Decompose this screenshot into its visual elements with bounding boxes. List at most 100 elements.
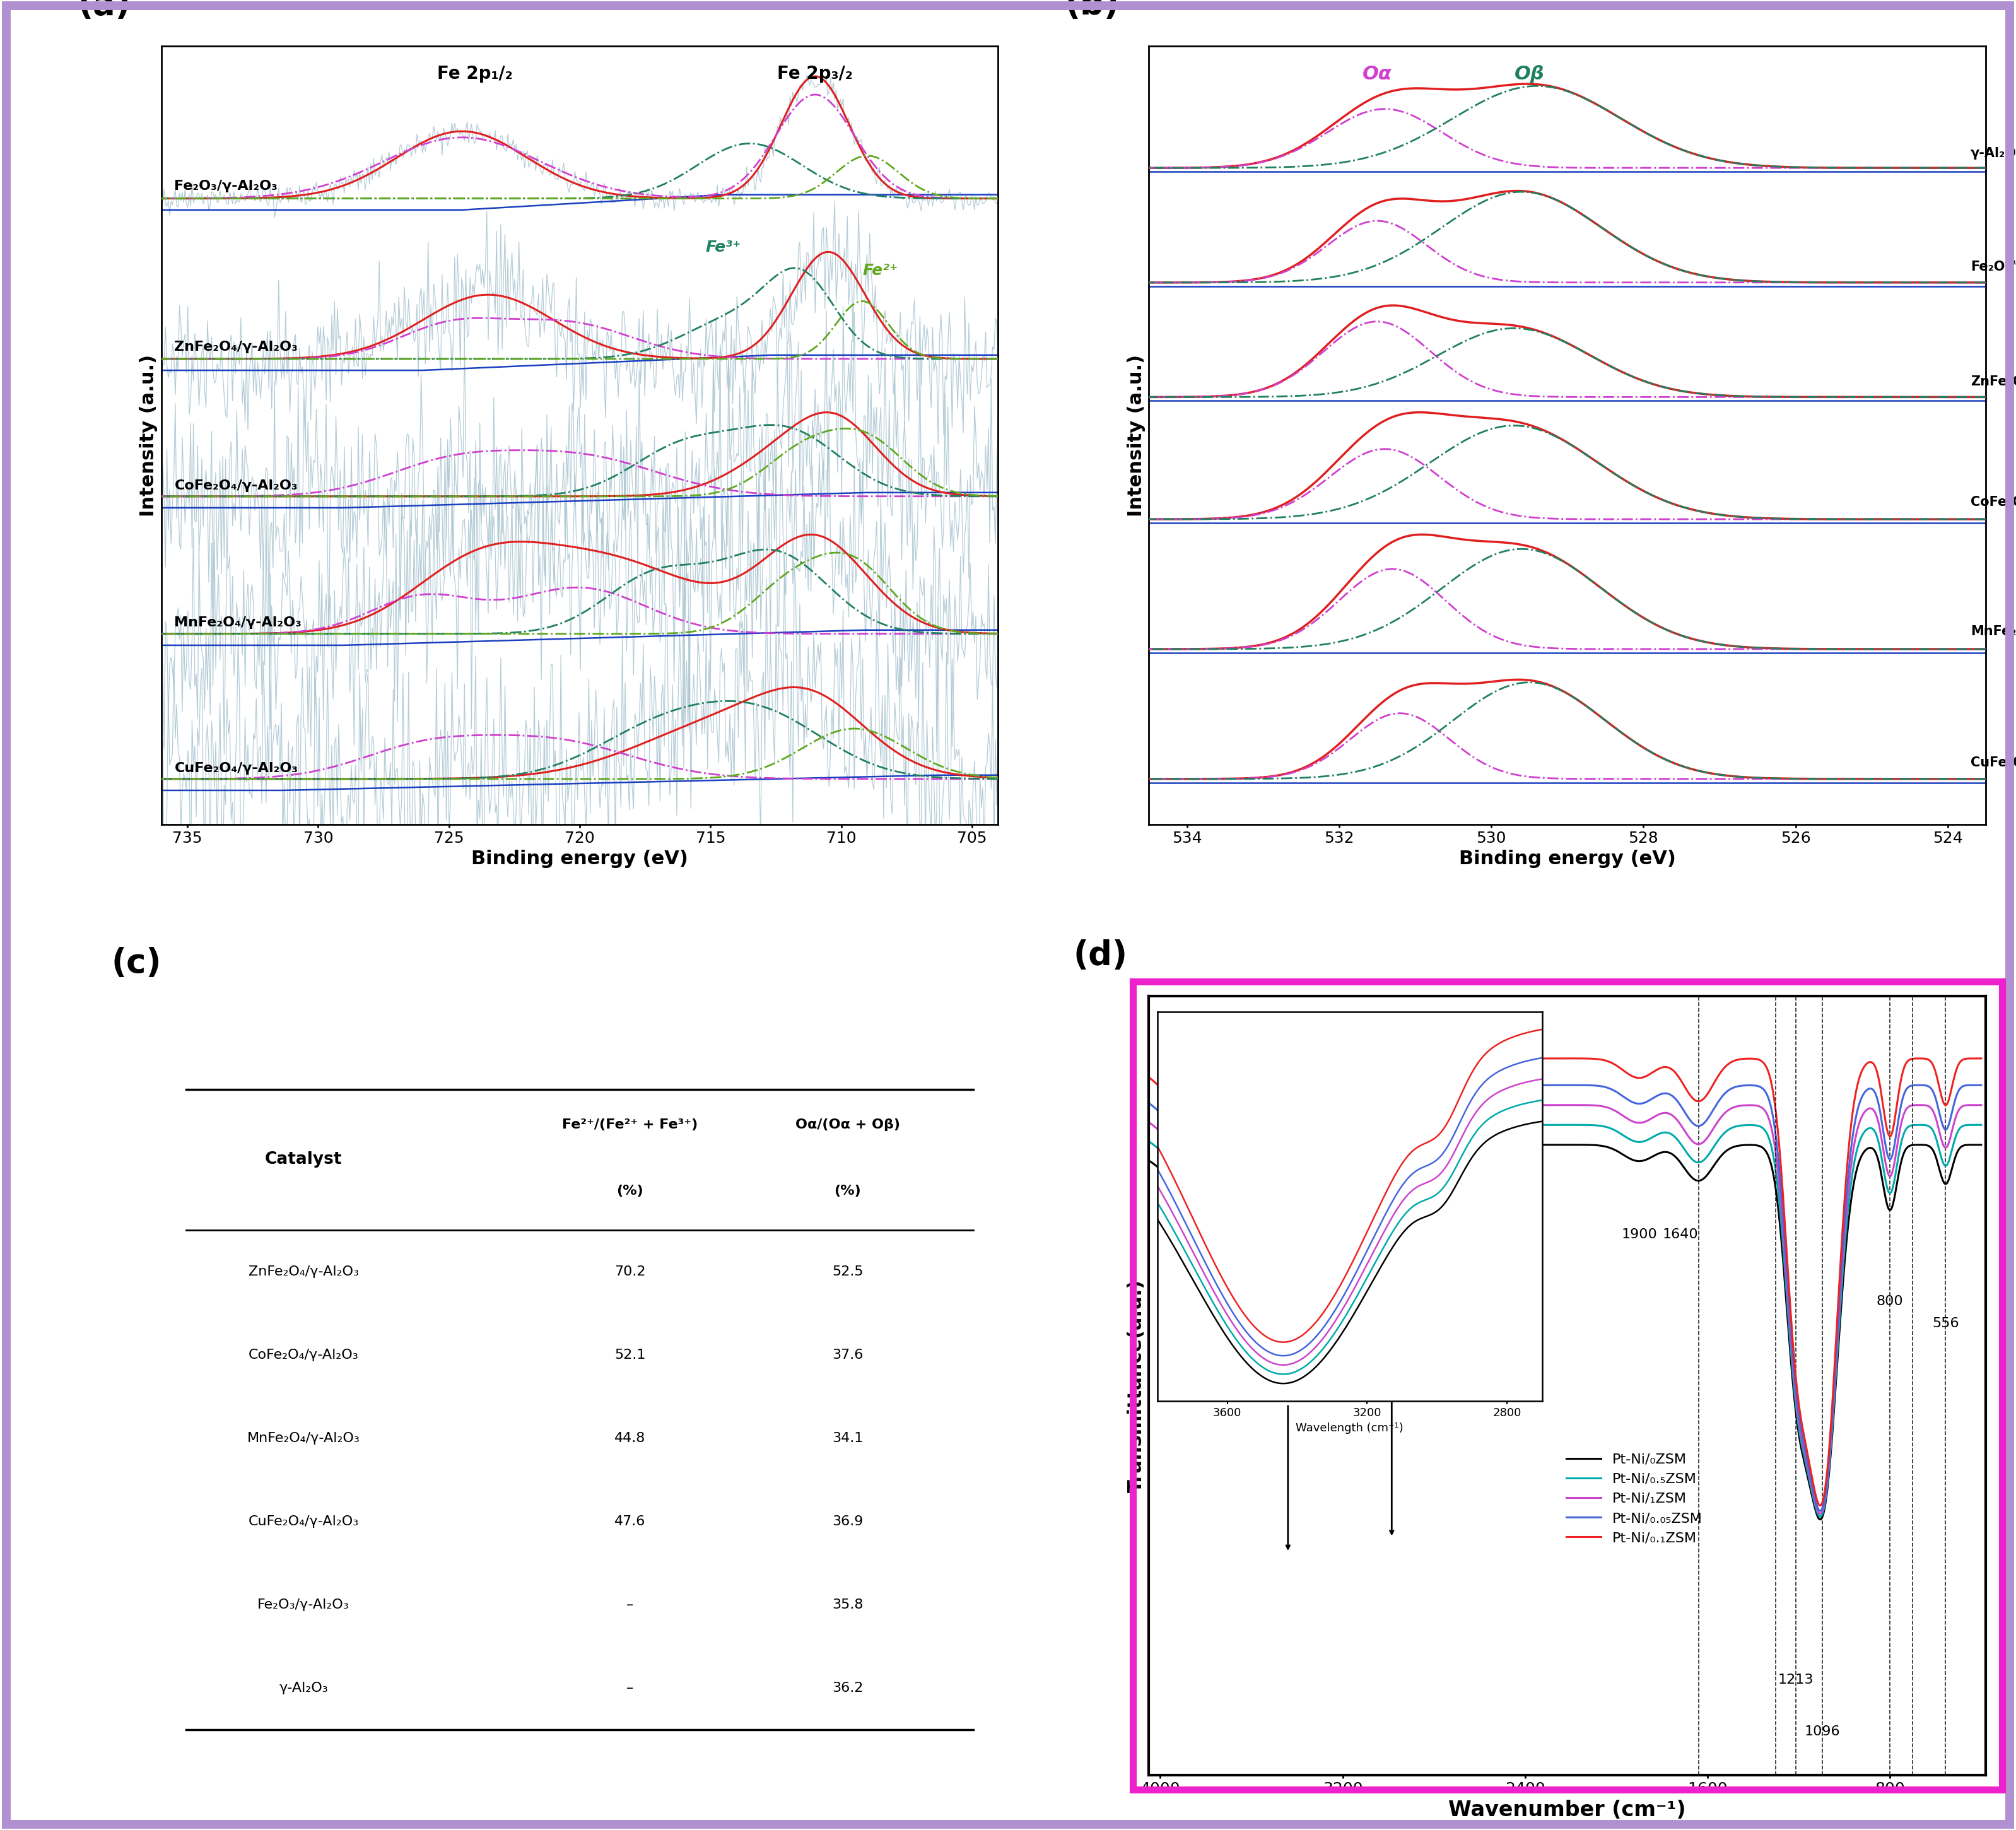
Pt-Ni/₀ZSM [1583,1135,1607,1157]
Y-axis label: Intensity (a.u.): Intensity (a.u.) [1127,355,1145,516]
Text: 70.2: 70.2 [615,1265,645,1277]
Text: 800: 800 [1877,1296,1903,1308]
Text: CuFe₂O₄/γ-Al₂O₃: CuFe₂O₄/γ-Al₂O₃ [173,761,298,774]
Y-axis label: Intensity (a.u.): Intensity (a.u.) [139,355,157,516]
Text: Oα: Oα [1363,64,1391,82]
Text: Fe 2p₃/₂: Fe 2p₃/₂ [778,64,853,82]
Text: 3440: 3440 [1270,1376,1306,1389]
Line: Pt-Ni/₀.₅ZSM: Pt-Ni/₀.₅ZSM [1149,1125,1982,1517]
Text: 35.8: 35.8 [833,1599,863,1610]
Text: 34.1: 34.1 [833,1431,863,1444]
Text: γ-Al₂O₃: γ-Al₂O₃ [278,1682,329,1695]
Text: 36.9: 36.9 [833,1515,863,1528]
Text: ZnFe₂O₄/γ-Al₂O₃: ZnFe₂O₄/γ-Al₂O₃ [1970,375,2016,388]
X-axis label: Binding energy (eV): Binding energy (eV) [472,849,687,867]
Text: 556: 556 [1931,1318,1960,1330]
Pt-Ni/₀.₁ZSM [1496,1049,1520,1071]
Pt-Ni/₀.₀₅ZSM [1137,1093,1161,1114]
Pt-Ni/₀.₅ZSM [1905,1114,1929,1136]
Text: –: – [627,1682,633,1695]
Line: Pt-Ni/₁ZSM: Pt-Ni/₁ZSM [1149,1105,1982,1513]
Text: CuFe₂O₄/γ-Al₂O₃: CuFe₂O₄/γ-Al₂O₃ [1970,756,2016,769]
Pt-Ni/₀.₀₅ZSM [1615,1089,1639,1111]
Pt-Ni/₁ZSM [1905,1094,1929,1116]
Pt-Ni/₁ZSM [1496,1094,1520,1116]
Pt-Ni/₀.₀₅ZSM [1599,1078,1623,1100]
Pt-Ni/₀.₁ZSM [1871,1093,1895,1114]
Text: 1640: 1640 [1663,1228,1697,1241]
Legend: Pt-Ni/₀ZSM, Pt-Ni/₀.₅ZSM, Pt-Ni/₁ZSM, Pt-Ni/₀.₀₅ZSM, Pt-Ni/₀.₁ZSM: Pt-Ni/₀ZSM, Pt-Ni/₀.₅ZSM, Pt-Ni/₁ZSM, Pt… [1560,1448,1708,1550]
Pt-Ni/₀.₁ZSM [1583,1049,1607,1071]
Pt-Ni/₀ZSM [1905,1135,1929,1157]
Text: (c): (c) [111,946,161,979]
Pt-Ni/₀.₅ZSM [1970,1114,1994,1136]
Pt-Ni/₀.₅ZSM [1808,1506,1833,1528]
Text: (%): (%) [835,1184,861,1197]
Text: (%): (%) [617,1184,643,1197]
Text: Fe₂O₃/γ-Al₂O₃: Fe₂O₃/γ-Al₂O₃ [173,179,278,192]
Text: Fe 2p₁/₂: Fe 2p₁/₂ [437,64,512,82]
Pt-Ni/₀.₀₅ZSM [1808,1501,1833,1523]
Text: Fe²⁺/(Fe²⁺ + Fe³⁺): Fe²⁺/(Fe²⁺ + Fe³⁺) [562,1118,698,1131]
Pt-Ni/₀.₀₅ZSM [1583,1074,1607,1096]
Text: Oα/(Oα + Oβ): Oα/(Oα + Oβ) [794,1118,899,1131]
Pt-Ni/₀ZSM [1970,1135,1994,1157]
Text: 36.2: 36.2 [833,1682,863,1695]
Text: CuFe₂O₄/γ-Al₂O₃: CuFe₂O₄/γ-Al₂O₃ [248,1515,359,1528]
Pt-Ni/₀.₅ZSM [1137,1131,1161,1153]
Text: Fe³⁺: Fe³⁺ [706,240,742,254]
Text: 1213: 1213 [1778,1673,1814,1685]
Pt-Ni/₀.₁ZSM [1905,1047,1929,1069]
Pt-Ni/₀ZSM [1871,1173,1895,1195]
Pt-Ni/₀ZSM [1808,1508,1833,1530]
Text: Fe₂O₃/γ-Al₂O₃: Fe₂O₃/γ-Al₂O₃ [258,1599,349,1610]
Text: 37.6: 37.6 [833,1349,863,1362]
Pt-Ni/₀.₅ZSM [1583,1114,1607,1136]
Text: 1900: 1900 [1621,1228,1657,1241]
Pt-Ni/₀.₀₅ZSM [1905,1074,1929,1096]
Pt-Ni/₁ZSM [1583,1094,1607,1116]
Pt-Ni/₁ZSM [1970,1094,1994,1116]
Pt-Ni/₀ZSM [1599,1136,1623,1158]
Text: 47.6: 47.6 [615,1515,645,1528]
Text: CoFe₂O₄/γ-Al₂O₃: CoFe₂O₄/γ-Al₂O₃ [1970,496,2016,509]
Text: CoFe₂O₄/γ-Al₂O₃: CoFe₂O₄/γ-Al₂O₃ [173,479,298,492]
Pt-Ni/₀.₅ZSM [1599,1118,1623,1140]
Pt-Ni/₀.₁ZSM [1137,1067,1161,1089]
Text: Oβ: Oβ [1514,64,1544,82]
Pt-Ni/₀.₀₅ZSM [1970,1074,1994,1096]
Line: Pt-Ni/₀.₁ZSM: Pt-Ni/₀.₁ZSM [1149,1058,1982,1506]
Pt-Ni/₀ZSM [1615,1146,1639,1168]
Pt-Ni/₁ZSM [1871,1136,1895,1158]
Pt-Ni/₁ZSM [1137,1111,1161,1133]
Y-axis label: Transmittance(a.u.): Transmittance(a.u.) [1127,1279,1145,1491]
Text: –: – [627,1599,633,1610]
Line: Pt-Ni/₀ZSM: Pt-Ni/₀ZSM [1149,1146,1982,1519]
Pt-Ni/₀.₅ZSM [1871,1155,1895,1177]
Text: 52.5: 52.5 [833,1265,863,1277]
Pt-Ni/₀.₁ZSM [1970,1047,1994,1069]
Text: Catalyst: Catalyst [264,1151,343,1168]
Text: (a): (a) [77,0,131,22]
Line: Pt-Ni/₀.₀₅ZSM: Pt-Ni/₀.₀₅ZSM [1149,1085,1982,1512]
Text: CoFe₂O₄/γ-Al₂O₃: CoFe₂O₄/γ-Al₂O₃ [248,1349,359,1362]
Pt-Ni/₀.₅ZSM [1496,1114,1520,1136]
Text: MnFe₂O₄/γ-Al₂O₃: MnFe₂O₄/γ-Al₂O₃ [248,1431,361,1444]
Pt-Ni/₀.₀₅ZSM [1496,1074,1520,1096]
Text: MnFe₂O₄/γ-Al₂O₃: MnFe₂O₄/γ-Al₂O₃ [1970,626,2016,637]
Pt-Ni/₁ZSM [1615,1107,1639,1129]
Text: γ-Al₂O₃: γ-Al₂O₃ [1970,146,2016,159]
Pt-Ni/₀.₅ZSM [1615,1127,1639,1149]
Text: 2985: 2985 [1373,1228,1409,1241]
Text: 52.1: 52.1 [615,1349,645,1362]
Pt-Ni/₀ZSM [1496,1135,1520,1157]
Pt-Ni/₀ZSM [1137,1149,1161,1171]
Pt-Ni/₀.₀₅ZSM [1871,1118,1895,1140]
Text: MnFe₂O₄/γ-Al₂O₃: MnFe₂O₄/γ-Al₂O₃ [173,617,302,630]
Text: (b): (b) [1064,0,1119,22]
Pt-Ni/₀.₁ZSM [1599,1050,1623,1072]
Text: 44.8: 44.8 [615,1431,645,1444]
Text: ZnFe₂O₄/γ-Al₂O₃: ZnFe₂O₄/γ-Al₂O₃ [173,340,298,353]
Text: Fe₂O₃/γ-Al₂O₃: Fe₂O₃/γ-Al₂O₃ [1970,260,2016,273]
Text: 1096: 1096 [1804,1726,1841,1738]
